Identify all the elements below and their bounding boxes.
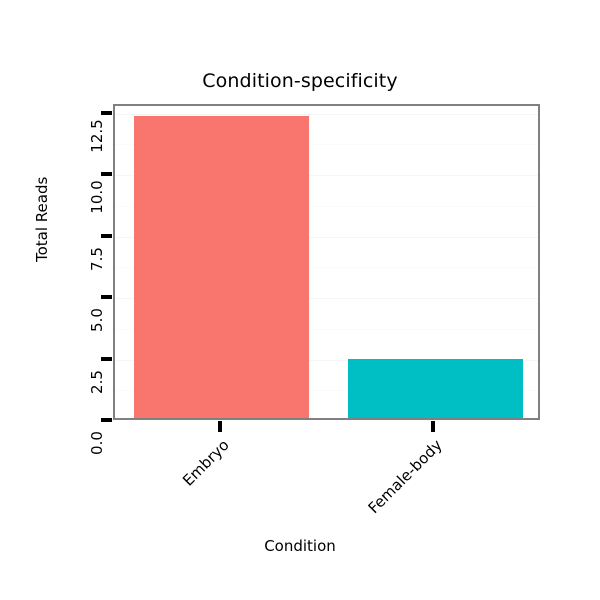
gridline-major bbox=[115, 113, 538, 115]
x-tick-mark bbox=[217, 421, 222, 432]
plot-panel-inner bbox=[115, 106, 538, 418]
gridline-minor bbox=[115, 144, 538, 146]
y-tick-label: 2.5 bbox=[88, 369, 106, 394]
bar-female-body bbox=[347, 358, 523, 418]
gridline-minor bbox=[115, 205, 538, 207]
y-axis-title: Total Reads bbox=[33, 176, 51, 262]
x-tick-mark bbox=[431, 421, 436, 432]
y-tick-mark bbox=[101, 295, 112, 300]
y-tick-mark bbox=[101, 356, 112, 361]
bar-embryo bbox=[134, 115, 310, 418]
x-tick-label: Embryo bbox=[178, 436, 233, 490]
gridline-major bbox=[115, 298, 538, 300]
plot-panel bbox=[113, 104, 540, 420]
chart-title: Condition-specificity bbox=[202, 70, 398, 92]
y-tick-mark bbox=[101, 418, 112, 422]
y-tick-label: 10.0 bbox=[88, 180, 106, 214]
gridline-major bbox=[115, 236, 538, 238]
gridline-major bbox=[115, 175, 538, 177]
y-tick-mark bbox=[101, 110, 112, 115]
gridline-minor bbox=[115, 390, 538, 392]
y-tick-label: 5.0 bbox=[88, 308, 106, 332]
y-tick-label: 7.5 bbox=[88, 246, 106, 271]
x-axis-title: Condition bbox=[264, 537, 336, 555]
y-tick-label: 0.0 bbox=[88, 431, 106, 455]
gridline-minor bbox=[115, 267, 538, 269]
y-tick-mark bbox=[101, 233, 112, 238]
gridline-major bbox=[115, 359, 538, 361]
y-tick-label: 12.5 bbox=[88, 118, 106, 153]
gridline-minor bbox=[115, 328, 538, 330]
x-tick-label: Female-body bbox=[364, 436, 446, 518]
y-tick-mark bbox=[101, 172, 112, 177]
